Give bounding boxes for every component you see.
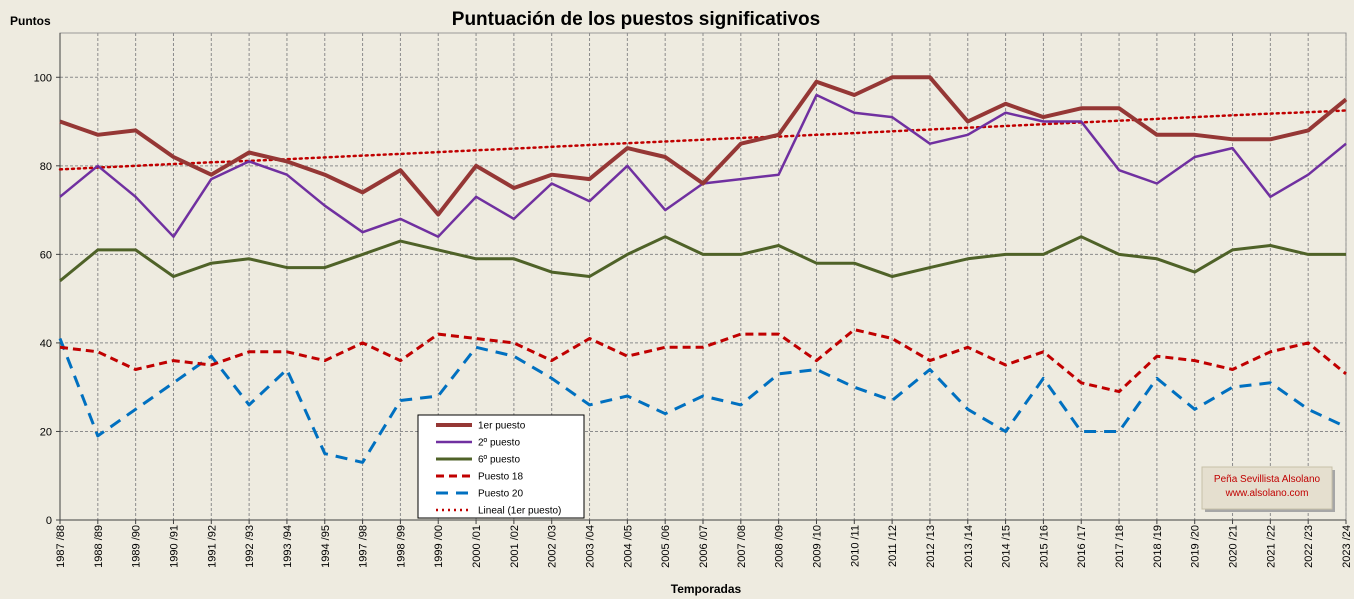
x-tick-label: 2006 /07 — [698, 525, 710, 568]
legend-label: Lineal (1er puesto) — [478, 506, 561, 517]
series-line-lineal-1er-puesto — [58, 109, 1348, 171]
x-tick-label: 2013 /14 — [963, 525, 975, 568]
x-tick-label: 1993 /94 — [282, 525, 294, 568]
x-tick-label: 2010 /11 — [849, 525, 861, 567]
x-tick-label: 2016 /17 — [1076, 525, 1088, 568]
x-tick-label: 1998 /99 — [395, 525, 407, 568]
x-tick-label: 2020 /21 — [1228, 525, 1240, 568]
x-tick-label: 1989 /90 — [131, 525, 143, 568]
credit-background — [1201, 466, 1333, 510]
x-tick-label: 2008 /09 — [774, 525, 786, 568]
credit-box: Peña Sevillista Alsolano www.alsolano.com — [1201, 466, 1335, 512]
x-tick-label: 2021 /22 — [1265, 525, 1277, 568]
x-tick-label: 1999 /00 — [433, 525, 445, 568]
series-line-6-puesto — [59, 235, 1346, 283]
y-tick-label: 20 — [40, 426, 52, 438]
x-tick-label: 2004 /05 — [622, 525, 634, 568]
x-tick-label: 2018 /19 — [1152, 525, 1164, 568]
legend-label: 1er puesto — [478, 421, 526, 432]
x-tick-label: 1990 /91 — [168, 525, 180, 568]
x-tick-label: 2012 /13 — [925, 525, 937, 568]
series-line-puesto-18 — [59, 328, 1347, 394]
x-tick-label: 1991 /92 — [206, 525, 218, 568]
x-tick-label: 2003 /04 — [585, 525, 597, 568]
x-tick-label: 2000 /01 — [471, 525, 483, 568]
x-tick-label: 1994 /95 — [320, 525, 332, 568]
x-tick-label: 1992 /93 — [244, 525, 256, 568]
legend-label: Puesto 20 — [478, 489, 523, 500]
chart-title: Puntuación de los puestos significativos — [452, 9, 820, 30]
credit-line-1: Peña Sevillista Alsolano — [1214, 474, 1321, 485]
legend-label: 2º puesto — [478, 438, 520, 449]
x-tick-label: 1997 /98 — [358, 525, 370, 568]
x-tick-label: 2019 /20 — [1190, 525, 1202, 568]
x-axis-title: Temporadas — [671, 582, 742, 596]
x-tick-label: 2022 /23 — [1303, 525, 1315, 568]
x-tick-label: 2023 /24 — [1341, 525, 1353, 568]
legend-box — [417, 414, 585, 519]
series-line-1er-puesto — [59, 75, 1348, 217]
y-axis-title: Puntos — [10, 14, 51, 28]
y-tick-label: 60 — [40, 249, 52, 261]
x-tick-label: 2014 /15 — [1001, 525, 1013, 568]
x-tick-label: 2009 /10 — [811, 525, 823, 568]
x-tick-label: 2001 /02 — [509, 525, 521, 568]
legend-label: Puesto 18 — [478, 472, 523, 483]
y-tick-label: 80 — [40, 161, 52, 173]
x-tick-label: 2002 /03 — [547, 525, 559, 568]
y-tick-label: 0 — [46, 515, 52, 527]
credit-line-2: www.alsolano.com — [1225, 488, 1309, 499]
plot-area: 0 20 40 60 80 100 1987 /88 1988 /89 1989 /90 1990… — [34, 32, 1353, 568]
legend-label: 6º puesto — [478, 455, 520, 466]
y-tick-label: 100 — [34, 72, 52, 84]
plot-background — [59, 32, 1347, 521]
series-line-puesto-20 — [58, 337, 1347, 464]
x-tick-label: 2017 /18 — [1114, 525, 1126, 568]
x-tick-label: 1987 /88 — [55, 525, 67, 568]
x-tick-label: 1988 /89 — [93, 525, 105, 568]
x-tick-label: 2011 /12 — [887, 525, 899, 567]
x-tick-label: 2015 /16 — [1038, 525, 1050, 568]
x-tick-label: 2007 /08 — [736, 525, 748, 568]
x-tick-label: 2005 /06 — [660, 525, 672, 568]
y-tick-label: 40 — [40, 338, 52, 350]
legend: 1er puesto 2º puesto 6º puesto Puesto 18 Pue… — [417, 414, 585, 519]
